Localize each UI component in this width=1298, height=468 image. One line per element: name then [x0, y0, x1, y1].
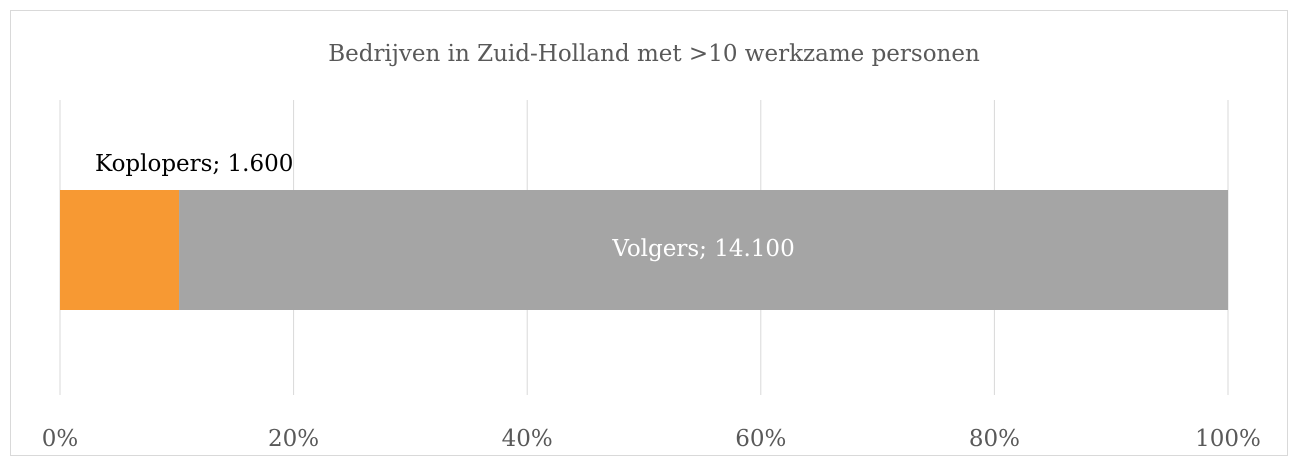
x-tick-label: 20% — [268, 426, 319, 452]
data-label: Koplopers; 1.600 — [95, 151, 293, 177]
bar-segment — [179, 190, 1228, 310]
bar-segment — [60, 190, 180, 310]
x-tick-label: 100% — [1195, 426, 1261, 452]
data-label: Volgers; 14.100 — [611, 236, 794, 262]
x-tick-label: 80% — [969, 426, 1020, 452]
x-tick-label: 60% — [735, 426, 786, 452]
x-tick-label: 40% — [502, 426, 553, 452]
x-tick-label: 0% — [42, 426, 79, 452]
chart-title: Bedrijven in Zuid-Holland met >10 werkza… — [328, 41, 980, 67]
